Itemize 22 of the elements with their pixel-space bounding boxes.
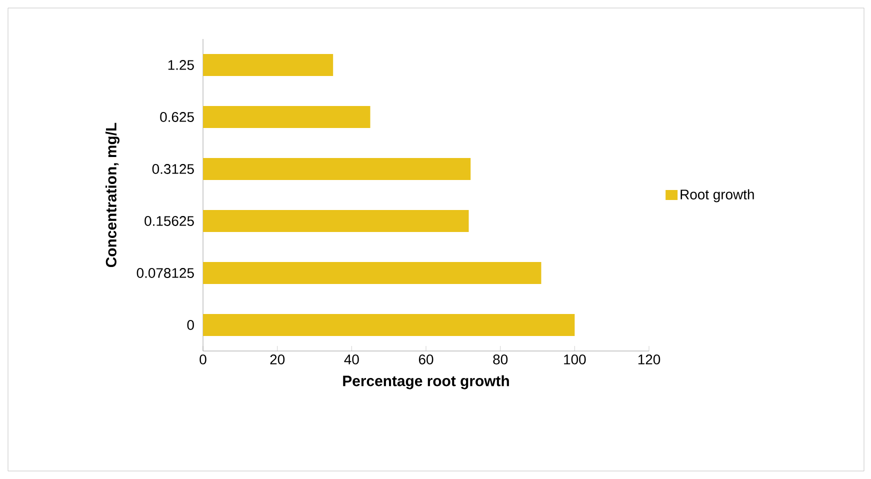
legend-label: Root growth <box>680 189 754 202</box>
bar <box>203 158 471 180</box>
x-tick-label: 100 <box>564 354 586 364</box>
x-tick-label: 20 <box>270 354 285 364</box>
x-tick-label: 120 <box>638 354 660 364</box>
y-tick-label: 0.625 <box>160 112 194 122</box>
bar <box>203 54 334 76</box>
y-tick-label: 0.078125 <box>136 268 194 278</box>
x-tick-label: 60 <box>418 354 434 364</box>
bar <box>203 210 469 232</box>
x-tick-label: 40 <box>344 354 359 364</box>
y-tick-label: 0.15625 <box>144 216 194 226</box>
y-tick-label: 1.25 <box>168 60 194 70</box>
y-tick-label: 0 <box>187 320 194 330</box>
x-tick-label: 80 <box>493 354 508 364</box>
bar <box>203 106 370 128</box>
y-axis-title: Concentration, mg/L <box>105 122 120 268</box>
x-axis-title: Percentage root growth <box>343 375 509 390</box>
bar <box>203 314 575 336</box>
x-tick-label: 0 <box>200 354 206 364</box>
bar <box>203 262 542 284</box>
y-tick-label: 0.3125 <box>152 164 194 174</box>
